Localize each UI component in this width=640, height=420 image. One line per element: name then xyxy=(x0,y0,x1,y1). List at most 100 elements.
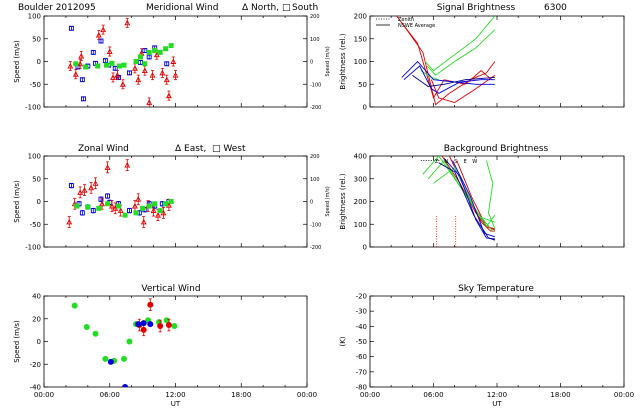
vertical-point xyxy=(135,321,142,328)
north-symbol: Δ xyxy=(242,3,249,13)
vertical-point xyxy=(107,358,114,365)
background-brightness-chart: 400 300 200 100 0 Brightness (rel.) Z N S E W xyxy=(339,153,625,252)
signal-ytick-label: 0 xyxy=(363,104,367,112)
meridional-y2tick-label: 100 xyxy=(310,37,320,43)
zonal-point xyxy=(117,207,124,214)
meridional-ytick-label: -50 xyxy=(30,81,41,89)
zonal-y2tick-label: -200 xyxy=(310,245,321,251)
zonal-point xyxy=(135,196,142,202)
zonal-point xyxy=(105,201,111,207)
vertical-xtick-label: 06:00 xyxy=(100,391,120,399)
zonal-point xyxy=(81,186,88,193)
zonal-point xyxy=(104,164,111,170)
background-ytick-label: 400 xyxy=(354,153,367,161)
meridional-point xyxy=(146,49,152,55)
south-label: South xyxy=(292,3,318,13)
zonal-point xyxy=(150,207,157,214)
vertical-point xyxy=(140,320,147,327)
meridional-point xyxy=(106,48,113,54)
zonal-content xyxy=(66,159,174,228)
vertical-ytick-label: 0 xyxy=(37,338,41,346)
meridional-point xyxy=(149,71,156,78)
signal-content xyxy=(396,16,496,106)
meridional-y2label: Speed (m/s) xyxy=(325,46,331,76)
zonal-point xyxy=(116,203,122,209)
meridional-point xyxy=(83,64,89,70)
meridional-point xyxy=(152,48,158,54)
signal-series-line xyxy=(401,60,495,85)
signal-series-line xyxy=(401,22,496,106)
vertical-xtick-label: 18:00 xyxy=(231,391,251,399)
vertical-point xyxy=(122,384,129,387)
meridional-point xyxy=(114,71,121,78)
background-series-line xyxy=(433,166,494,232)
meridional-point xyxy=(79,77,85,83)
meridional-point xyxy=(168,43,174,49)
meridional-point xyxy=(163,76,170,83)
meridional-ytick-label: 100 xyxy=(28,13,41,21)
meridional-point xyxy=(159,69,166,76)
sky-xtick-label: 00:00 xyxy=(360,391,380,399)
background-series-line xyxy=(438,162,496,241)
meridional-point xyxy=(133,59,139,64)
meridional-point xyxy=(146,54,152,60)
meridional-point xyxy=(98,38,104,44)
sky-ytick-label: -20 xyxy=(356,293,367,301)
zonal-point xyxy=(168,199,174,204)
background-ytick-label: 100 xyxy=(354,221,367,229)
signal-series-line xyxy=(426,29,496,76)
background-ytick-label: 300 xyxy=(354,175,367,183)
background-series-line xyxy=(485,160,496,229)
vertical-title: Vertical Wind xyxy=(141,284,200,294)
meridional-ytick-label: -100 xyxy=(25,104,41,112)
meridional-y2tick-label: 200 xyxy=(310,14,320,20)
zonal-ytick-label: -50 xyxy=(30,221,41,229)
vertical-point xyxy=(120,355,127,362)
zonal-y2label: Speed (m/s) xyxy=(325,186,331,216)
vertical-ytick-label: 20 xyxy=(32,315,41,323)
vertical-point xyxy=(102,355,109,362)
meridional-point xyxy=(80,96,86,102)
zonal-point xyxy=(152,201,158,207)
sky-ytick-label: -80 xyxy=(356,384,367,392)
vertical-point xyxy=(71,302,78,309)
zonal-point xyxy=(99,200,106,207)
zonal-point xyxy=(140,218,147,225)
vertical-point xyxy=(157,323,164,330)
zonal-point xyxy=(66,218,73,225)
zonal-y2tick-label: -100 xyxy=(310,222,321,228)
vertical-point xyxy=(147,321,154,328)
zonal-point xyxy=(98,196,104,202)
zonal-point xyxy=(127,208,132,214)
background-frame xyxy=(369,155,625,248)
zonal-point xyxy=(105,193,111,199)
meridional-y2tick-label: -100 xyxy=(310,82,321,88)
signal-wavelength: 6300 xyxy=(544,3,567,13)
zonal-ytick-label: 100 xyxy=(28,153,41,161)
south-symbol: □ xyxy=(282,3,291,13)
zonal-point xyxy=(155,211,161,218)
vertical-point xyxy=(126,338,133,345)
meridional-point xyxy=(95,31,102,38)
sky-xlabel: UT xyxy=(492,400,502,408)
meridional-point xyxy=(137,54,143,60)
background-title: Background Brightness xyxy=(444,144,549,154)
vertical-point xyxy=(171,323,178,330)
meridional-point xyxy=(142,61,148,67)
sky-ytick-label: -70 xyxy=(356,368,367,376)
meridional-ytick-label: 0 xyxy=(37,58,41,66)
zonal-point xyxy=(88,184,95,191)
zonal-point xyxy=(68,183,74,189)
vertical-point xyxy=(165,322,172,329)
sky-ytick-label: -30 xyxy=(356,308,367,316)
zonal-point xyxy=(79,210,85,216)
meridional-ylabel: Speed (m/s) xyxy=(13,40,21,83)
east-label: Δ East, xyxy=(175,144,206,154)
background-marker-letter: S xyxy=(454,159,457,165)
meridional-point xyxy=(68,25,74,31)
sky-xtick-label: 12:00 xyxy=(487,391,507,399)
background-ytick-label: 0 xyxy=(363,244,367,252)
west-label: □ West xyxy=(212,144,246,154)
meridional-point xyxy=(100,26,107,33)
background-series-line xyxy=(456,160,496,230)
